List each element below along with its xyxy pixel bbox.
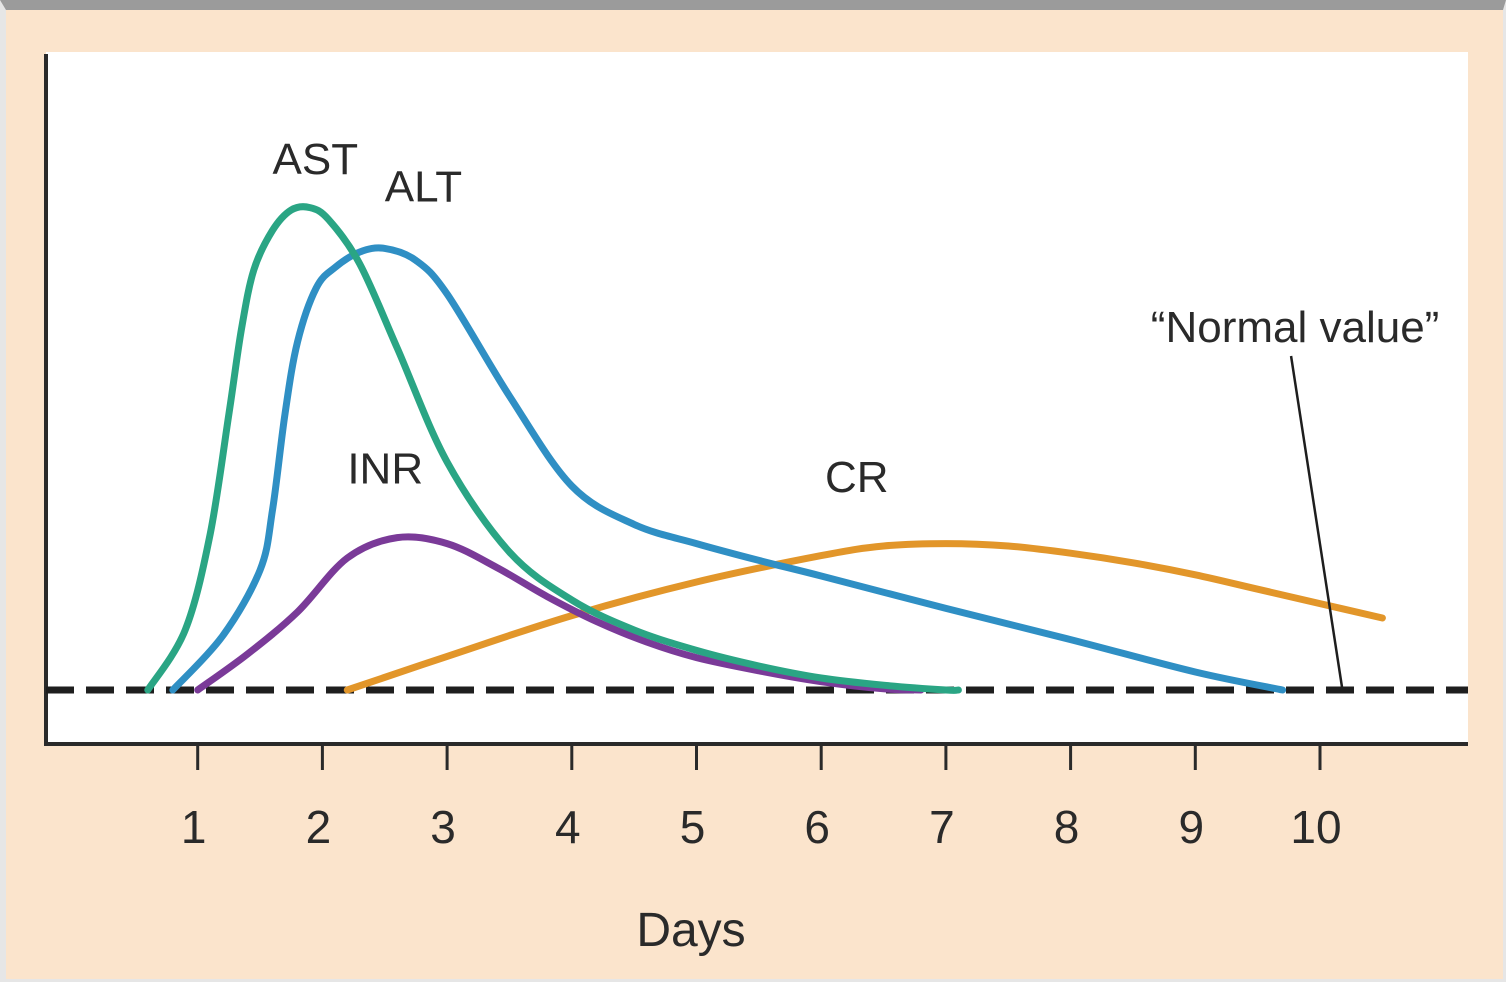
plot-area: [46, 52, 1468, 744]
x-tick-label-2: 2: [306, 801, 332, 853]
series-line-cr: [343, 540, 1386, 694]
series-line-inr: [194, 533, 925, 694]
x-tick-label-7: 7: [929, 801, 955, 853]
x-tick-label-6: 6: [804, 801, 830, 853]
chart: 1 2 3 4 5 6 7 8 9 10 CR INR ALT AST “Normal value” D…: [44, 52, 1468, 957]
normal-value-label: “Normal value”: [1151, 303, 1440, 352]
x-tick-label-3: 3: [430, 801, 456, 853]
x-tick-label-1: 1: [181, 801, 207, 853]
x-axis-label: Days: [636, 904, 745, 957]
series-label-cr: CR: [825, 453, 889, 502]
x-tick-label-4: 4: [555, 801, 581, 853]
series-label-inr: INR: [347, 445, 423, 494]
series-line-ast: [144, 203, 962, 694]
series-line-alt: [169, 244, 1287, 694]
series-label-ast: AST: [273, 135, 359, 184]
x-tick-label-10: 10: [1290, 801, 1341, 853]
x-tick-label-9: 9: [1179, 801, 1205, 853]
x-tick-label-8: 8: [1054, 801, 1080, 853]
series-label-alt: ALT: [385, 163, 462, 212]
x-tick-label-5: 5: [680, 801, 706, 853]
normal-value-pointer: [1289, 355, 1344, 691]
